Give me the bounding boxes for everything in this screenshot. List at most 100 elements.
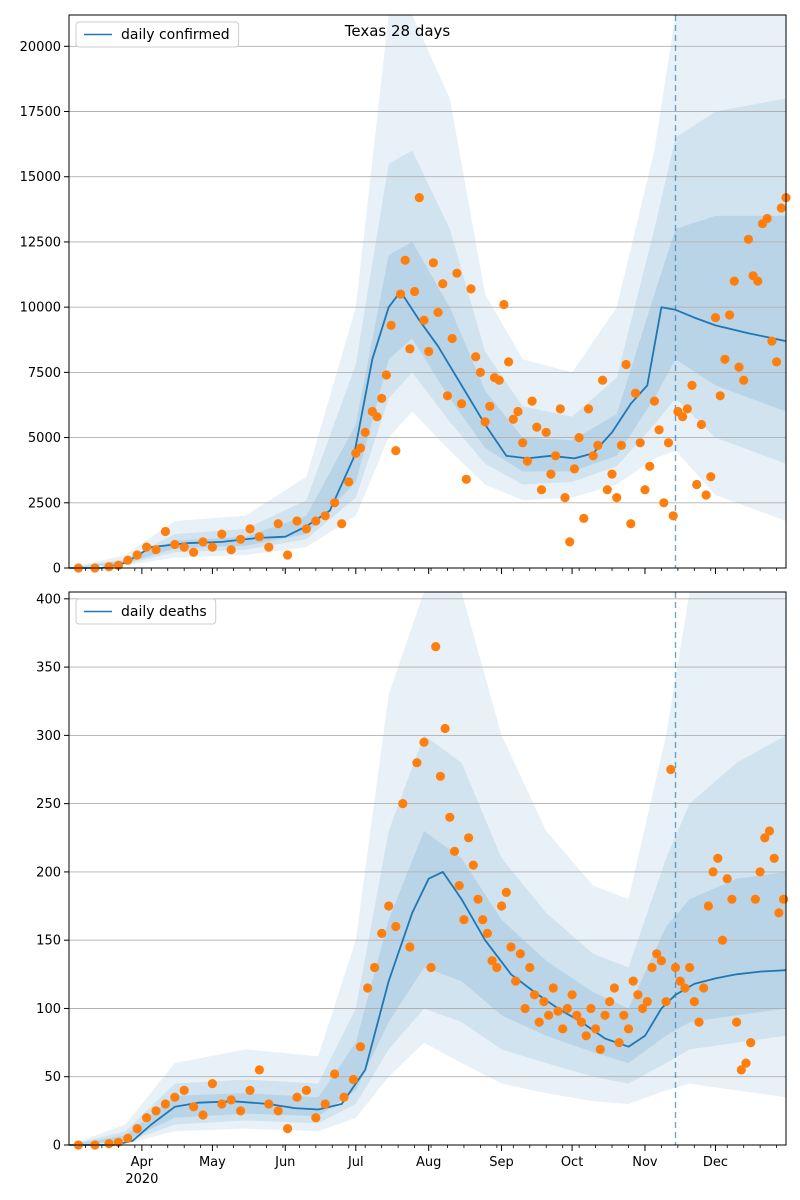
confirmed-data-point <box>659 498 669 508</box>
deaths-data-point <box>591 1024 601 1034</box>
confirmed-data-point <box>344 477 354 487</box>
confirmed-data-point <box>640 485 650 495</box>
confirmed-data-point <box>772 357 782 367</box>
confirmed-data-point <box>217 529 227 539</box>
deaths-axes-frame <box>68 591 787 1146</box>
deaths-data-point <box>539 997 549 1007</box>
confirmed-y-tick-label: 2500 <box>28 496 61 511</box>
deaths-x-tick-label: Nov <box>632 1155 658 1170</box>
deaths-data-point <box>764 826 775 836</box>
confirmed-y-tick-label: 0 <box>53 562 61 577</box>
deaths-data-point <box>377 928 387 939</box>
confirmed-data-point <box>311 516 321 526</box>
deaths-x-tick-label: Apr <box>131 1155 154 1170</box>
confirmed-band-middle <box>69 98 786 568</box>
confirmed-data-point <box>207 542 217 552</box>
deaths-data-point <box>562 1003 573 1014</box>
deaths-data-point <box>722 874 732 884</box>
confirmed-data-point <box>508 414 518 424</box>
deaths-data-point <box>708 867 718 877</box>
deaths-data-point <box>760 833 770 843</box>
deaths-data-point <box>464 833 474 843</box>
confirmed-data-point <box>649 396 660 406</box>
deaths-data-point <box>623 1024 634 1034</box>
confirmed-data-point <box>142 542 152 552</box>
deaths-data-point <box>769 853 779 863</box>
confirmed-data-point <box>762 213 772 224</box>
confirmed-data-point <box>513 406 523 417</box>
confirmed-data-point <box>254 532 264 542</box>
deaths-x-tick-label: Oct <box>561 1155 583 1170</box>
deaths-data-point <box>750 894 761 904</box>
deaths-y-tick-label: 150 <box>36 934 61 949</box>
deaths-data-point <box>473 894 483 904</box>
confirmed-data-point <box>753 276 763 286</box>
deaths-data-point <box>384 901 394 911</box>
deaths-data-point <box>656 956 667 966</box>
confirmed-data-point <box>485 401 495 411</box>
confirmed-data-point <box>678 412 688 422</box>
deaths-data-point <box>431 642 441 652</box>
confirmed-data-point <box>607 469 617 479</box>
deaths-panel: 0 50 100 150 200 250 300 350 400 Apr 2020 May Jun Ju… <box>36 591 789 1187</box>
confirmed-data-point <box>767 336 777 346</box>
deaths-data-point <box>755 867 765 877</box>
deaths-data-point <box>435 771 445 781</box>
deaths-data-point <box>746 1038 756 1048</box>
deaths-x-tick-label: Aug <box>416 1155 441 1170</box>
deaths-data-point <box>511 976 521 986</box>
deaths-data-point <box>652 949 662 959</box>
deaths-data-point <box>189 1102 199 1112</box>
confirmed-data-point <box>428 258 438 268</box>
deaths-data-point <box>661 997 671 1007</box>
deaths-data-point <box>609 983 620 993</box>
confirmed-data-point <box>264 542 274 552</box>
deaths-band-outer <box>69 592 786 1145</box>
deaths-data-point <box>123 1133 133 1143</box>
deaths-data-point <box>567 990 577 1000</box>
deaths-x-tick-label: Jun <box>274 1155 295 1170</box>
deaths-data-point <box>301 1085 311 1095</box>
deaths-data-point <box>717 935 728 945</box>
deaths-data-point <box>391 921 401 932</box>
confirmed-data-point <box>518 438 528 448</box>
confirmed-data-point <box>682 404 692 414</box>
confirmed-data-point <box>743 234 754 244</box>
deaths-points-layer <box>73 642 789 1150</box>
confirmed-data-point <box>123 555 133 565</box>
confirmed-data-point <box>405 344 415 354</box>
confirmed-data-point <box>457 399 467 409</box>
confirmed-data-point <box>160 526 170 537</box>
deaths-data-point <box>492 962 502 973</box>
confirmed-data-point <box>433 307 443 317</box>
confirmed-data-point <box>471 352 481 362</box>
deaths-data-point <box>236 1106 246 1116</box>
deaths-data-point <box>160 1099 170 1109</box>
deaths-data-point <box>370 962 380 973</box>
deaths-data-point <box>605 997 615 1007</box>
deaths-data-point <box>170 1092 180 1102</box>
deaths-data-point <box>445 812 455 822</box>
deaths-data-point <box>558 1024 568 1034</box>
confirmed-y-axis: 0 2500 5000 7500 10000 12500 15000 17500 20000 <box>20 40 69 577</box>
confirmed-data-point <box>480 417 490 427</box>
confirmed-data-point <box>583 404 594 414</box>
deaths-data-point <box>217 1099 227 1109</box>
confirmed-data-point <box>419 315 429 325</box>
deaths-data-point <box>426 962 436 973</box>
legend-label: daily confirmed <box>121 27 230 43</box>
confirmed-data-point <box>546 469 556 479</box>
deaths-data-point <box>254 1065 264 1075</box>
confirmed-data-point <box>132 550 142 560</box>
deaths-data-point <box>355 1042 366 1052</box>
deaths-x-tick-label: May <box>199 1155 226 1170</box>
confirmed-data-point <box>593 440 603 450</box>
confirmed-data-point <box>715 391 725 401</box>
confirmed-data-point <box>424 346 434 357</box>
deaths-data-point <box>179 1085 189 1095</box>
deaths-data-point <box>670 962 681 973</box>
confirmed-axes-frame <box>68 14 787 569</box>
deaths-x-tick-year-label: 2020 <box>125 1172 158 1187</box>
deaths-data-point <box>449 846 460 857</box>
confirmed-data-point <box>273 519 283 529</box>
